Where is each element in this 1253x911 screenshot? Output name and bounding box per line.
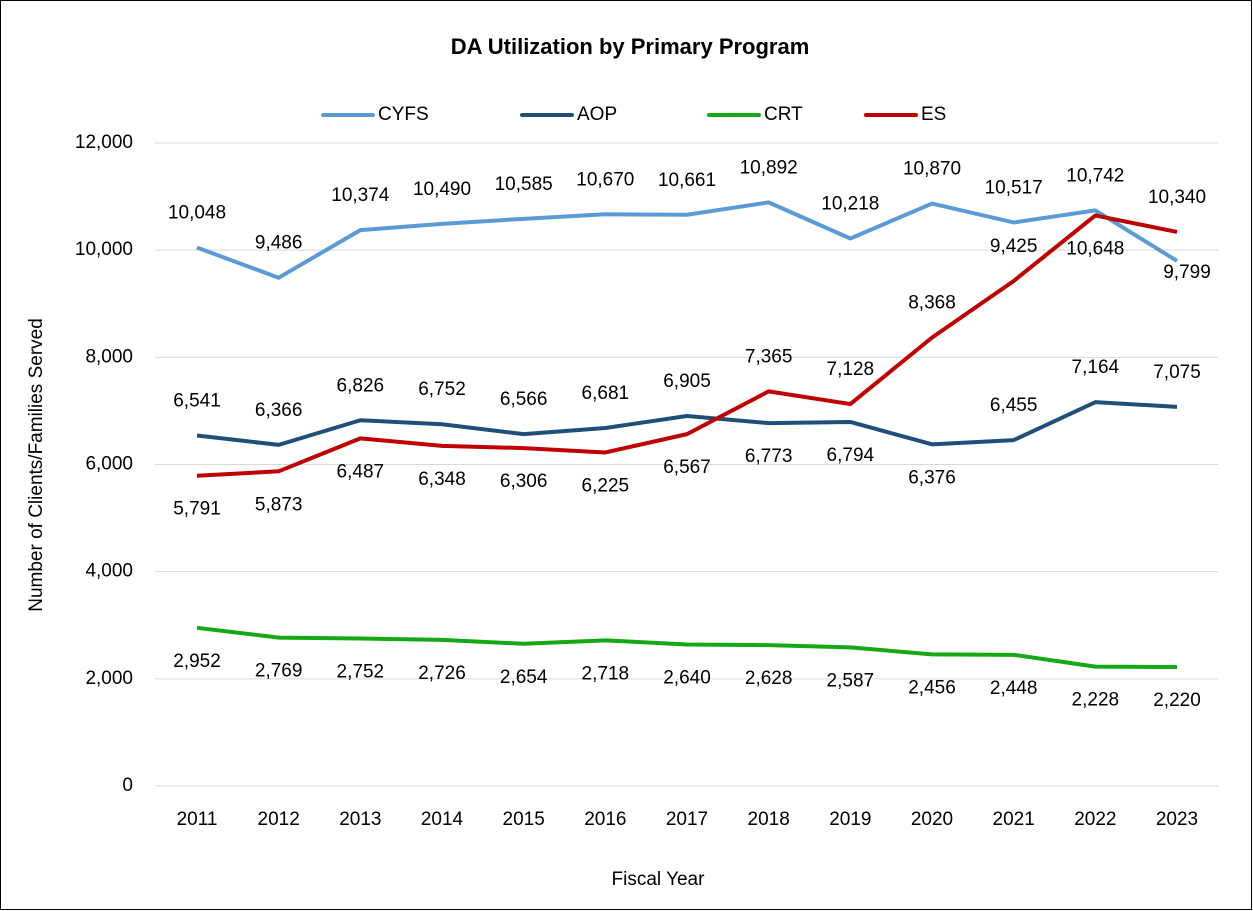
legend-label: AOP [577,104,617,125]
series-line [196,200,1179,280]
data-label: 10,670 [576,169,634,190]
data-label: 6,541 [173,391,221,412]
data-label: 6,752 [418,379,466,400]
data-label: 10,048 [168,203,226,224]
data-label: 6,905 [663,371,711,392]
data-label: 2,220 [1153,690,1201,711]
data-label: 6,225 [582,475,630,496]
x-tick-label: 2021 [993,809,1035,830]
y-axis-label: Number of Clients/Families Served [26,318,47,612]
y-tick-label: 2,000 [85,668,133,689]
x-tick-label: 2019 [829,809,871,830]
data-label: 10,585 [495,174,553,195]
chart-title: DA Utilization by Primary Program [451,34,810,59]
data-label: 9,425 [990,236,1038,257]
y-tick-label: 6,000 [85,454,133,475]
x-tick-label: 2016 [584,809,626,830]
data-label: 2,752 [337,662,385,683]
series-line [196,213,1178,478]
x-tick-label: 2013 [339,809,381,830]
data-label: 9,799 [1163,262,1211,283]
data-label: 6,566 [500,389,548,410]
data-label: 2,228 [1072,690,1120,711]
y-tick-label: 10,000 [75,239,133,260]
x-tick-label: 2023 [1156,809,1198,830]
data-label: 10,340 [1148,187,1206,208]
data-label: 6,487 [337,461,385,482]
data-label: 6,376 [908,467,956,488]
x-tick-label: 2018 [748,809,790,830]
data-label: 2,640 [663,668,711,689]
data-label: 10,517 [985,177,1043,198]
data-label: 10,742 [1066,165,1124,186]
data-label: 2,628 [745,668,793,689]
data-label: 5,873 [255,494,303,515]
data-label: 6,681 [582,383,630,404]
x-tick-label: 2014 [421,809,464,830]
x-tick-label: 2011 [177,809,218,830]
series-line [196,400,1178,447]
legend-label: CYFS [378,104,429,125]
data-label: 10,892 [740,157,798,178]
data-label: 2,654 [500,667,548,688]
data-label: 6,348 [418,469,466,490]
data-label: 2,726 [418,663,466,684]
data-label: 7,365 [745,346,793,367]
data-label: 10,870 [903,159,961,180]
x-axis-label: Fiscal Year [612,869,706,890]
data-label: 6,794 [827,445,875,466]
data-label: 2,448 [990,678,1038,699]
data-label: 6,773 [745,446,793,467]
y-tick-label: 12,000 [75,132,133,153]
data-label: 7,075 [1153,362,1201,383]
data-label: 5,791 [173,499,221,520]
x-tick-label: 2012 [258,809,300,830]
y-tick-label: 4,000 [85,561,133,582]
data-label: 7,128 [827,359,875,380]
data-label: 2,718 [582,663,630,684]
data-label: 10,218 [821,194,879,215]
data-label: 6,826 [337,375,385,396]
data-label: 2,456 [908,677,956,698]
data-label: 10,661 [658,170,716,191]
data-label: 10,374 [331,185,390,206]
x-tick-label: 2015 [503,809,545,830]
data-label: 10,490 [413,179,471,200]
data-label: 6,306 [500,471,548,492]
data-label: 2,769 [255,661,303,682]
data-label: 7,164 [1072,357,1120,378]
y-tick-label: 0 [122,775,133,796]
legend-label: CRT [764,104,803,125]
data-label: 8,368 [908,293,956,314]
legend-label: ES [921,104,946,125]
x-tick-label: 2017 [666,809,708,830]
series-line [196,625,1178,670]
y-tick-label: 8,000 [85,346,133,367]
x-tick-label: 2020 [911,809,953,830]
data-label: 6,366 [255,400,303,421]
data-label: 2,952 [173,651,221,672]
data-label: 6,455 [990,395,1038,416]
data-label: 2,587 [827,670,875,691]
data-label: 6,567 [663,457,711,478]
x-tick-label: 2022 [1074,809,1116,830]
data-label: 10,648 [1066,238,1124,259]
data-label: 9,486 [255,233,303,254]
